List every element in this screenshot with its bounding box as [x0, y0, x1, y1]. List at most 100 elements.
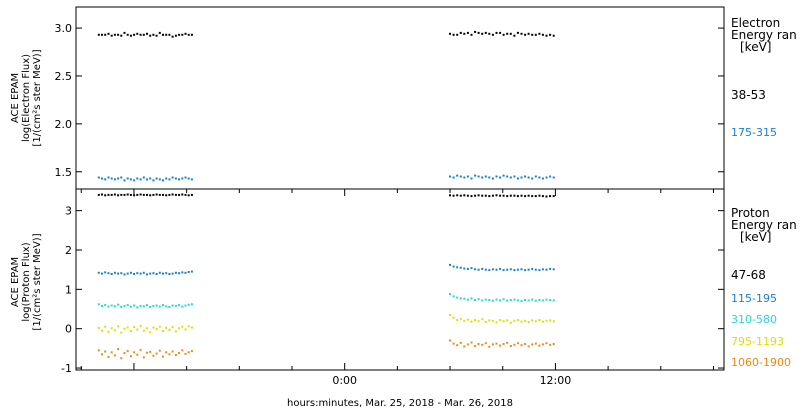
electron-point-175-315: [117, 177, 120, 180]
electron-point-38-53: [187, 33, 190, 36]
electron-point-38-53: [463, 32, 466, 35]
proton-point-310-580: [456, 296, 459, 299]
proton-point-47-68: [97, 193, 100, 196]
electron-point-175-315: [463, 176, 466, 179]
proton-point-1060-1900: [142, 356, 145, 359]
proton-point-115-195: [491, 268, 494, 271]
proton-point-115-195: [459, 266, 462, 269]
proton-point-47-68: [120, 193, 123, 196]
proton-point-310-580: [136, 306, 139, 309]
electron-point-175-315: [452, 176, 455, 179]
proton-point-115-195: [120, 272, 123, 275]
proton-point-115-195: [452, 265, 455, 268]
proton-point-795-1193: [158, 325, 161, 328]
proton-point-795-1193: [459, 317, 462, 320]
electron-point-38-53: [459, 31, 462, 34]
proton-point-310-580: [178, 304, 181, 307]
proton-point-795-1193: [187, 325, 190, 328]
proton-point-47-68: [187, 194, 190, 197]
proton-point-115-195: [474, 268, 477, 271]
electron-point-175-315: [459, 175, 462, 178]
proton-point-47-68: [495, 194, 498, 197]
proton-point-47-68: [474, 194, 477, 197]
proton-point-310-580: [101, 304, 103, 307]
electron-point-175-315: [509, 176, 512, 179]
electron-legend-title-line2: Energy ran: [731, 28, 797, 42]
proton-plot-frame: [75, 188, 725, 371]
proton-point-310-580: [545, 298, 548, 301]
electron-legend-title-line1: Electron: [731, 16, 780, 30]
proton-point-795-1193: [506, 319, 509, 322]
proton-point-1060-1900: [470, 341, 473, 344]
electron-point-175-315: [541, 177, 544, 180]
electron-point-175-315: [516, 177, 519, 180]
proton-point-115-195: [101, 272, 103, 275]
proton-point-1060-1900: [133, 351, 136, 354]
proton-point-795-1193: [178, 327, 181, 330]
proton-point-47-68: [513, 194, 516, 197]
proton-point-310-580: [509, 299, 512, 301]
proton-point-795-1193: [146, 327, 148, 330]
proton-point-795-1193: [123, 327, 126, 330]
proton-point-47-68: [171, 193, 174, 196]
electron-point-175-315: [449, 175, 451, 178]
proton-point-115-195: [531, 267, 534, 270]
proton-point-115-195: [165, 272, 168, 275]
electron-point-38-53: [139, 33, 142, 36]
proton-point-310-580: [149, 306, 152, 308]
proton-point-47-68: [488, 195, 491, 198]
electron-point-175-315: [538, 176, 541, 179]
electron-point-38-53: [162, 33, 164, 36]
proton-point-1060-1900: [499, 344, 502, 347]
proton-point-47-68: [149, 194, 152, 197]
proton-point-1060-1900: [516, 342, 519, 345]
proton-point-310-580: [155, 304, 158, 307]
proton-point-47-68: [110, 193, 113, 196]
proton-point-47-68: [168, 193, 171, 196]
proton-point-795-1193: [139, 324, 142, 327]
proton-point-1060-1900: [104, 350, 107, 353]
proton-point-115-195: [113, 271, 116, 274]
electron-point-175-315: [184, 176, 187, 179]
proton-point-310-580: [452, 295, 455, 298]
proton-point-310-580: [481, 299, 484, 302]
proton-point-115-195: [513, 269, 516, 272]
proton-point-1060-1900: [110, 351, 113, 354]
proton-point-47-68: [101, 193, 103, 196]
proton-point-310-580: [463, 297, 466, 300]
proton-point-47-68: [520, 194, 523, 197]
proton-legend-115-195: 115-195: [731, 292, 777, 305]
proton-ylabel-line1: ACE EPAM: [10, 257, 21, 307]
electron-point-38-53: [107, 32, 110, 35]
proton-point-795-1193: [452, 316, 455, 319]
electron-legend-title-line3: [keV]: [740, 40, 771, 54]
electron-point-38-53: [545, 34, 548, 37]
proton-point-1060-1900: [549, 343, 552, 346]
proton-point-1060-1900: [531, 343, 534, 346]
electron-point-175-315: [466, 175, 469, 178]
electron-point-38-53: [117, 33, 120, 36]
electron-ylabel-line2: log(Electron Flux): [21, 54, 32, 142]
proton-point-1060-1900: [552, 343, 555, 345]
electron-point-175-315: [549, 175, 552, 178]
electron-point-38-53: [152, 33, 155, 36]
proton-point-310-580: [499, 299, 502, 302]
proton-point-1060-1900: [101, 353, 103, 356]
proton-point-47-68: [174, 193, 177, 196]
proton-point-1060-1900: [506, 341, 509, 344]
proton-point-310-580: [474, 299, 477, 301]
proton-point-47-68: [452, 194, 455, 197]
proton-point-795-1193: [101, 329, 103, 332]
electron-point-175-315: [545, 176, 548, 179]
proton-point-47-68: [527, 194, 530, 197]
proton-point-310-580: [531, 298, 534, 301]
proton-point-115-195: [549, 267, 552, 270]
proton-point-795-1193: [513, 319, 516, 322]
proton-point-1060-1900: [187, 351, 190, 354]
proton-point-795-1193: [181, 325, 184, 328]
proton-point-47-68: [456, 194, 459, 197]
proton-point-47-68: [541, 195, 544, 198]
proton-legend-1060-1900: 1060-1900: [731, 356, 791, 369]
electron-point-38-53: [146, 32, 148, 35]
